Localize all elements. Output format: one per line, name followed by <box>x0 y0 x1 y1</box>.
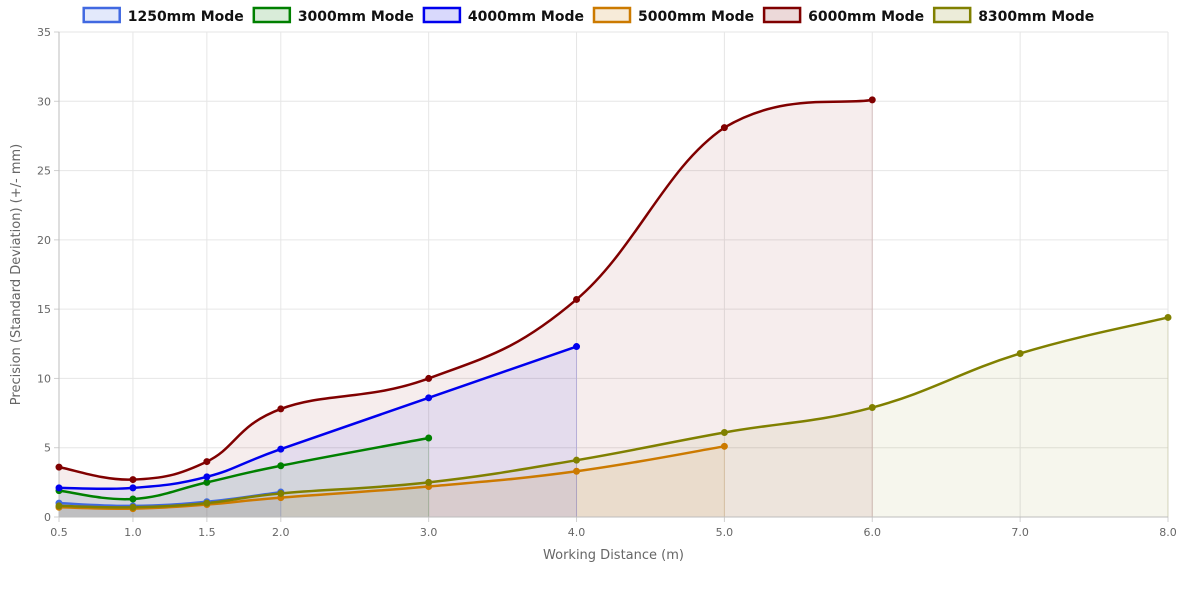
data-point <box>203 499 211 507</box>
legend: 1250mm Mode 3000mm Mode 4000mm Mode 5000mm … <box>82 6 1094 25</box>
y-tick-label: 35 <box>37 26 51 39</box>
legend-swatch <box>762 6 802 24</box>
data-point <box>129 476 137 484</box>
data-point <box>425 394 433 402</box>
y-tick-label: 10 <box>37 372 51 385</box>
y-tick-label: 25 <box>37 165 51 178</box>
data-point <box>277 489 285 497</box>
y-tick-label: 5 <box>44 442 51 455</box>
series-area <box>59 492 281 517</box>
legend-label: 5000mm Mode <box>638 9 754 25</box>
legend-item[interactable]: 3000mm Mode <box>252 6 414 25</box>
legend-swatch <box>82 6 121 24</box>
data-point <box>55 463 63 471</box>
data-point <box>277 462 285 470</box>
data-point <box>720 442 728 450</box>
legend-swatch <box>932 6 972 24</box>
x-tick-label: 1.0 <box>124 526 142 539</box>
data-point <box>425 434 433 442</box>
data-point <box>720 428 728 436</box>
series-areas <box>59 99 1169 518</box>
data-point <box>868 96 876 104</box>
legend-swatch <box>592 6 632 24</box>
data-point <box>129 484 137 492</box>
x-axis-title: Working Distance (m) <box>543 548 684 563</box>
legend-item[interactable]: 1250mm Mode <box>82 6 244 25</box>
grid <box>54 31 1169 522</box>
legend-item[interactable]: 6000mm Mode <box>762 6 924 25</box>
data-point <box>573 295 581 303</box>
tick-labels: 0 5 10 15 20 25 30 35 0.5 1.0 1.5 2.0 3.0 4.0 5.0 6.0 7.… <box>37 26 1177 539</box>
series-area <box>59 446 725 517</box>
y-tick-label: 20 <box>37 234 51 247</box>
x-tick-label: 3.0 <box>420 526 438 539</box>
x-tick-label: 2.0 <box>272 526 290 539</box>
legend-item[interactable]: 4000mm Mode <box>422 6 584 25</box>
series-line <box>58 316 1169 509</box>
x-tick-label: 5.0 <box>716 526 734 539</box>
legend-swatch <box>252 6 292 24</box>
legend-label: 8300mm Mode <box>978 9 1094 25</box>
x-tick-label: 8.0 <box>1159 526 1177 539</box>
series-area <box>59 317 1168 517</box>
x-tick-label: 6.0 <box>864 526 882 539</box>
data-point <box>55 502 63 510</box>
data-point <box>203 473 211 481</box>
data-point <box>129 495 137 503</box>
data-point <box>203 458 211 466</box>
data-point <box>129 503 137 511</box>
data-point <box>1164 313 1172 321</box>
data-point <box>573 456 581 464</box>
y-axis-title: Precision (Standard Deviation) (+/- mm) <box>9 144 24 405</box>
x-tick-label: 4.0 <box>568 526 586 539</box>
legend-item[interactable]: 8300mm Mode <box>932 6 1094 25</box>
legend-label: 4000mm Mode <box>468 9 584 25</box>
data-point <box>573 343 581 351</box>
legend-item[interactable]: 5000mm Mode <box>592 6 754 25</box>
legend-label: 3000mm Mode <box>298 9 414 25</box>
series-line <box>58 436 429 501</box>
series-area <box>59 99 873 518</box>
data-point <box>720 124 728 132</box>
x-tick-label: 7.0 <box>1011 526 1029 539</box>
data-point <box>868 404 876 412</box>
data-point <box>425 374 433 382</box>
legend-label: 6000mm Mode <box>808 9 924 25</box>
data-point <box>277 445 285 453</box>
series-points <box>55 96 1172 513</box>
series-line <box>58 445 725 511</box>
data-point <box>277 405 285 413</box>
legend-swatch <box>422 6 462 24</box>
legend-label: 1250mm Mode <box>128 9 244 25</box>
x-tick-label: 0.5 <box>50 526 68 539</box>
x-tick-label: 1.5 <box>198 526 216 539</box>
y-tick-label: 30 <box>37 95 51 108</box>
axes <box>58 32 1168 518</box>
data-point <box>425 478 433 486</box>
y-tick-label: 0 <box>44 511 51 524</box>
data-point <box>55 484 63 492</box>
data-point <box>573 467 581 475</box>
series-area <box>59 346 577 517</box>
y-tick-label: 15 <box>37 303 51 316</box>
data-point <box>1016 349 1024 357</box>
